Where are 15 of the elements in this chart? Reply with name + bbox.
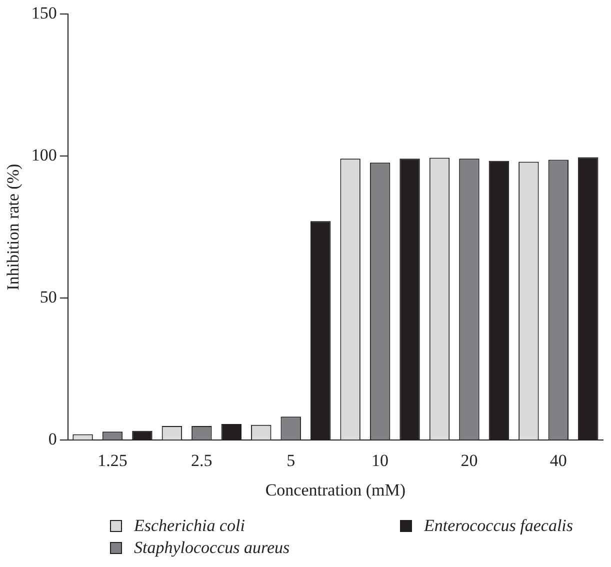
y-tick-label: 150 [31,3,57,22]
x-axis-title: Concentration (mM) [265,480,406,500]
x-tick-label: 5 [286,450,296,470]
y-tick-label: 100 [31,146,57,165]
y-tick-label: 0 [48,430,57,449]
legend-label: Escherichia coli [134,516,245,536]
x-tick-label: 2.5 [191,450,212,470]
x-tick-label: 40 [550,450,567,470]
x-tick-label: 20 [460,450,478,470]
y-tick-label: 50 [40,288,57,307]
x-tick-label: 10 [372,450,389,470]
legend-label: Enterococcus faecalis [424,516,574,536]
x-tick-label: 1.25 [98,450,128,470]
legend-label: Staphylococcus aureus [134,538,290,558]
y-axis-title: Inhibition rate (%) [4,164,23,290]
